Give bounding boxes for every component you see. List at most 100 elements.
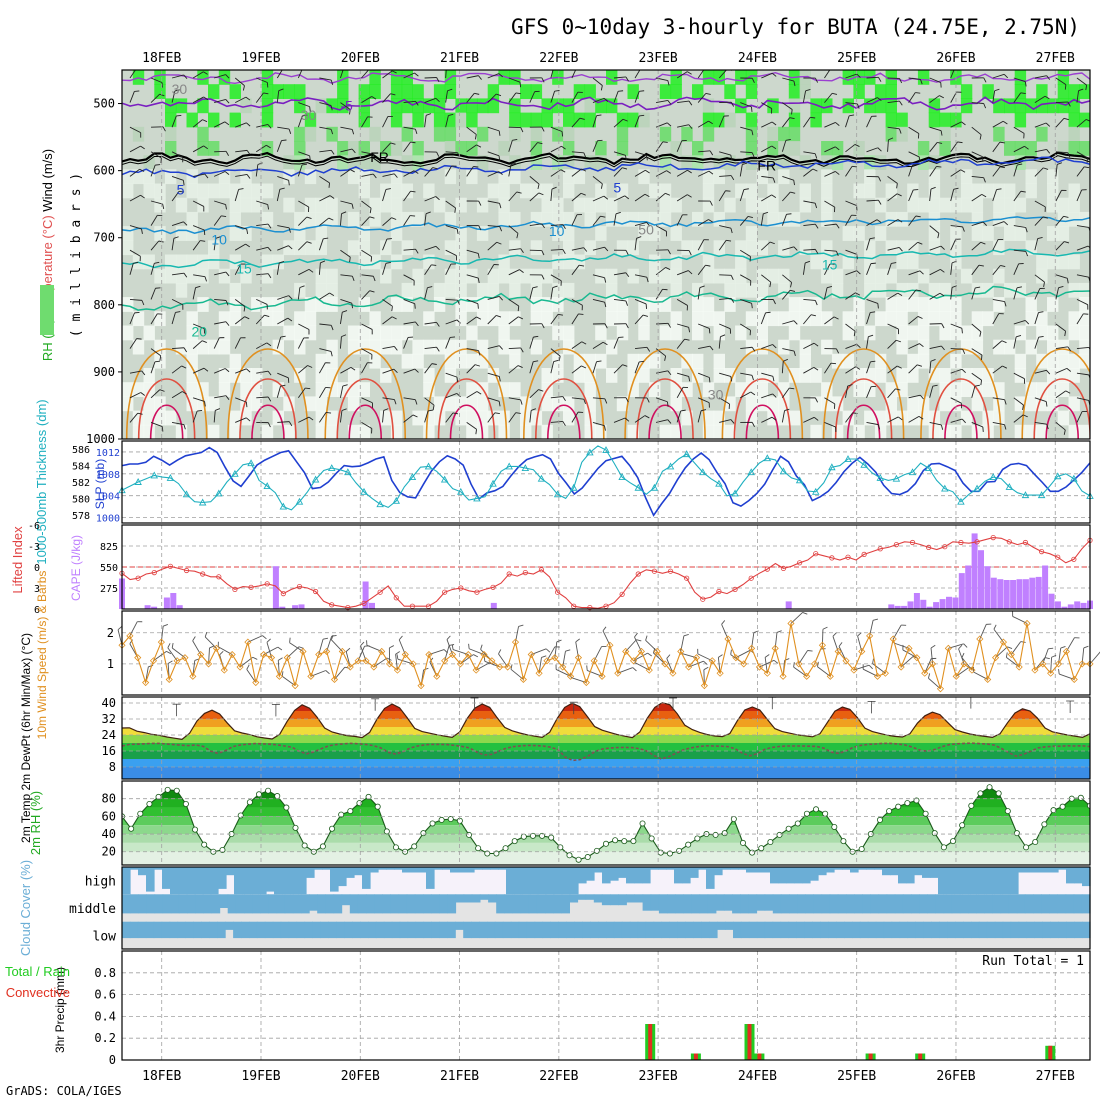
pbl-temperature-contour: [535, 378, 593, 439]
rh-cell: [971, 339, 984, 355]
wind-barb: [435, 97, 440, 103]
wind-barb: [993, 628, 1004, 643]
rh-cell: [122, 382, 134, 397]
wind-barb: [360, 641, 365, 647]
rh-cell: [412, 268, 424, 284]
wind-barb: [319, 348, 332, 352]
rh-cell: [1014, 282, 1027, 298]
wind-barb: [476, 144, 482, 148]
wind-barb: [456, 319, 461, 324]
rh-cell: [1014, 226, 1027, 241]
wind-barb: [929, 142, 938, 153]
wind-barb: [508, 164, 512, 177]
wind-barb: [508, 365, 519, 374]
wind-barb: [235, 174, 248, 177]
wind-barb: [1025, 227, 1028, 233]
wind-barb: [940, 424, 944, 430]
isotherm-10: [122, 216, 1090, 235]
rh-cell: [444, 211, 457, 227]
wind-barb: [351, 148, 356, 154]
rh-cell: [358, 382, 370, 397]
cloud-bar: [354, 867, 363, 876]
wind-barb: [845, 214, 852, 226]
wind-speed-marker: [173, 657, 181, 665]
wind-barb: [765, 311, 771, 314]
rh-cell: [573, 368, 586, 383]
wind-barb: [575, 638, 581, 643]
cloud-bar: [577, 894, 587, 900]
rh-marker: [785, 825, 792, 832]
cloud-bar: [264, 921, 274, 939]
wind-barb: [592, 341, 604, 349]
rh-cell: [960, 84, 973, 99]
wind-barb: [581, 168, 587, 172]
rh-cell: [186, 183, 198, 199]
wind-barb: [340, 70, 344, 79]
cloud-bar: [984, 894, 993, 914]
cloud-bar: [691, 894, 701, 914]
rh-cell: [1025, 396, 1037, 412]
wind-barb: [361, 422, 373, 429]
wind-barb: [1034, 288, 1041, 300]
cloud-bar: [698, 867, 707, 870]
cloud-bar: [562, 867, 571, 895]
y-tick-label: 600: [93, 164, 115, 178]
wind-barb: [688, 327, 691, 333]
wind-barb: [225, 204, 227, 210]
rh-cell: [358, 183, 370, 199]
rh-cell: [444, 368, 457, 383]
wind-speed-marker: [913, 654, 921, 662]
rh-cell: [659, 325, 672, 341]
thickness-marker: [618, 473, 626, 481]
wind-barb: [445, 412, 454, 423]
cloud-bar: [621, 921, 631, 939]
wind-barb: [634, 662, 650, 671]
rh-cell: [681, 155, 693, 170]
wind-speed-marker: [629, 657, 638, 665]
wind-barb: [277, 372, 289, 379]
pbl-temperature-contour: [822, 348, 905, 439]
wind-barb: [918, 416, 924, 420]
wind-barb: [929, 166, 937, 177]
rh-cell: [692, 325, 704, 341]
cloud-bar: [943, 894, 953, 914]
wind-barb: [688, 376, 691, 382]
wind-barb: [960, 169, 966, 173]
lifted-index-marker: [296, 583, 303, 590]
rh-cell: [1004, 183, 1016, 199]
rh-cell: [1057, 141, 1070, 156]
precip-tick-label: 0.8: [94, 966, 116, 980]
cloud-bar: [130, 867, 139, 870]
wind-barb: [487, 225, 500, 227]
lifted-index-marker: [183, 567, 190, 574]
wind-barb: [1066, 368, 1072, 372]
rh-cell: [724, 112, 736, 128]
wind-barb: [246, 150, 251, 155]
rh-cell: [616, 297, 629, 312]
rh-cell: [896, 282, 908, 298]
wind-barb: [571, 341, 583, 349]
rh-marker: [858, 846, 865, 853]
rh-cell: [122, 297, 134, 312]
rh-cell: [444, 84, 457, 99]
wind-barb: [267, 422, 271, 428]
date-label-bottom: 23FEB: [639, 1069, 678, 1084]
rh-cell: [369, 84, 381, 99]
wind-barb: [288, 245, 293, 250]
thickness-marker: [537, 474, 546, 482]
rh-cell: [175, 226, 188, 241]
cloud-bar: [227, 894, 237, 914]
rh-cell: [821, 197, 833, 213]
rh-cell: [917, 268, 930, 284]
cloud-bar: [875, 921, 885, 939]
rh-cell: [261, 254, 274, 270]
wind-speed-marker: [881, 669, 889, 677]
cloud-bar: [362, 867, 371, 889]
rh-cell: [1014, 424, 1027, 439]
rh-cell: [530, 112, 543, 128]
wind-barb: [824, 316, 835, 325]
cloud-bar: [986, 921, 996, 939]
wind-barb: [856, 270, 861, 275]
wind-barb: [667, 419, 672, 424]
rh-cell: [960, 325, 973, 341]
